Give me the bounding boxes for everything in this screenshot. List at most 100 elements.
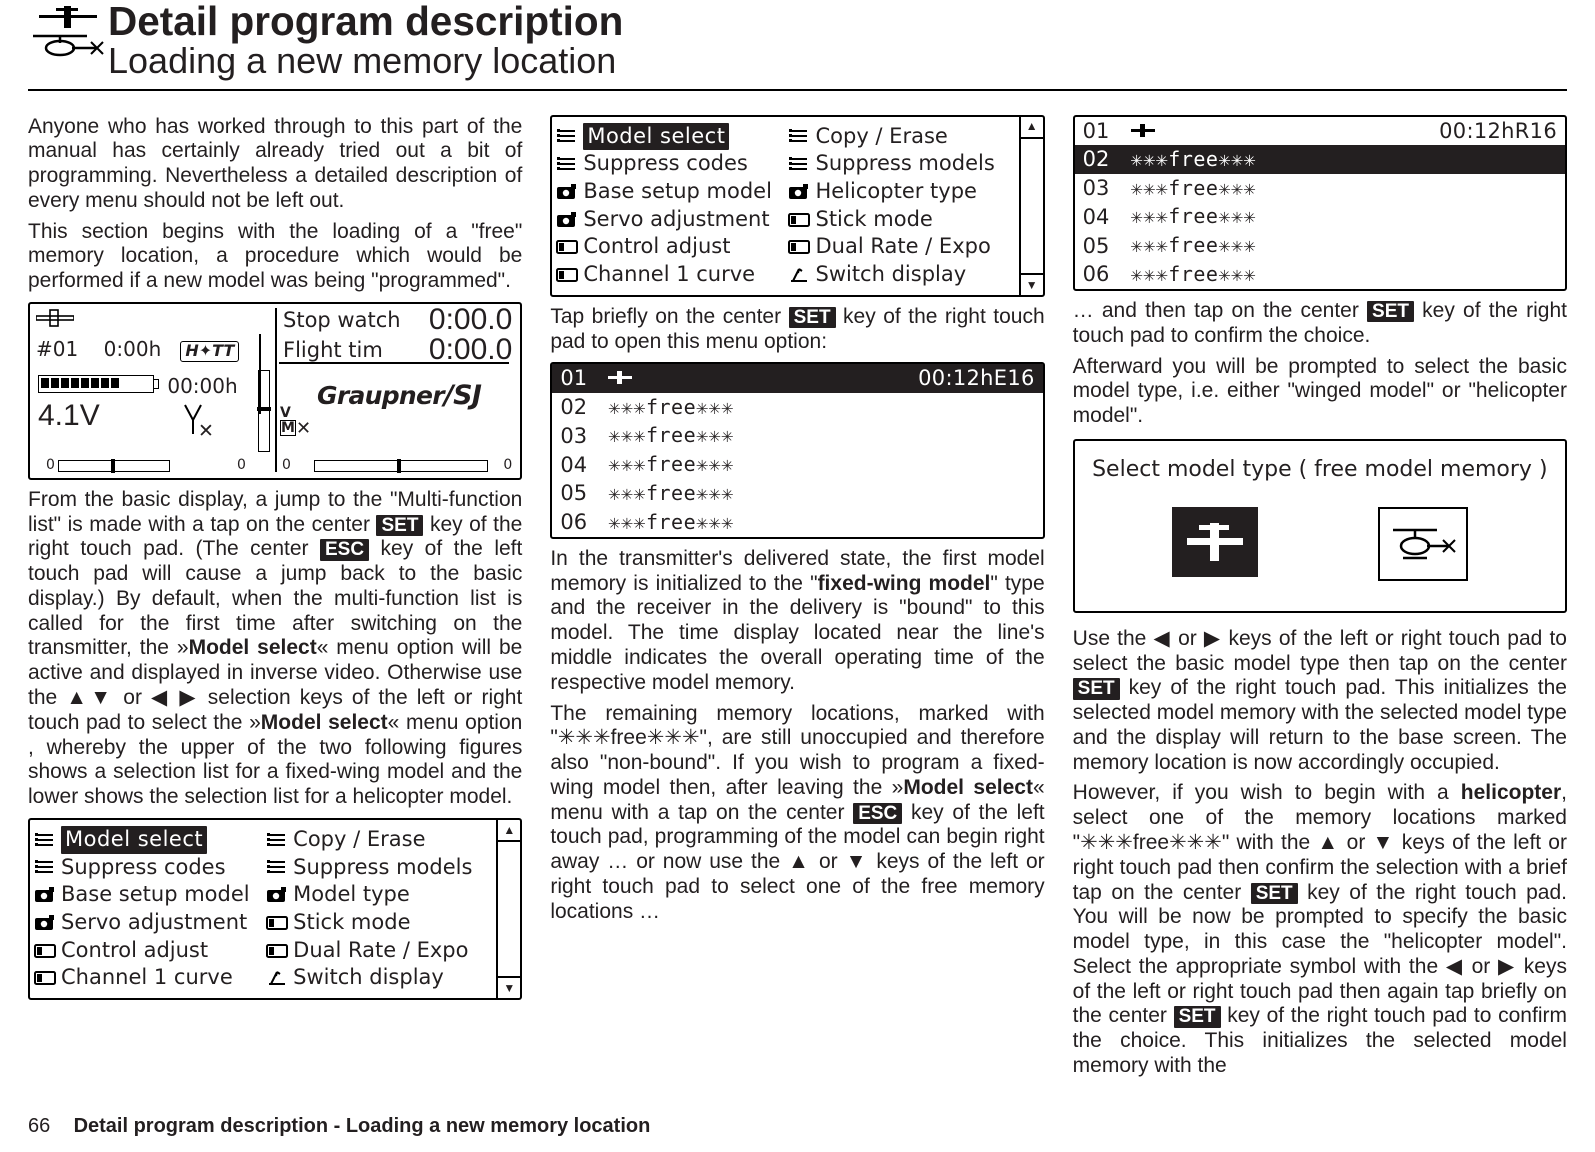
menu-item[interactable]: Model type: [266, 881, 490, 909]
menu-item-label: Base setup model: [583, 178, 772, 206]
scrollbar[interactable]: ▲ ▼: [496, 820, 520, 998]
set-key: SET: [1174, 1006, 1221, 1027]
slot-row[interactable]: 02✳✳✳free✳✳✳: [552, 393, 1042, 422]
slot-row[interactable]: 06 ✳✳✳free✳✳✳: [1075, 260, 1565, 289]
slot-row[interactable]: 05✳✳✳free✳✳✳: [1075, 232, 1565, 261]
heading-row: Detail program description Loading a new…: [28, 0, 1567, 79]
scroll-down-icon[interactable]: ▼: [498, 976, 520, 998]
c3-p1: … and then tap on the center SET key of …: [1073, 299, 1567, 349]
slot-row[interactable]: 04✳✳✳free✳✳✳: [1075, 203, 1565, 232]
slot-num: 06: [560, 510, 590, 535]
menu-item[interactable]: Base setup model: [556, 178, 780, 206]
slot-row[interactable]: 01 00:12hE16: [552, 364, 1042, 393]
slot-row[interactable]: 05✳✳✳free✳✳✳: [552, 479, 1042, 508]
cam-icon: [556, 183, 578, 201]
list-icon: [34, 831, 56, 849]
menu-item[interactable]: Suppress codes: [34, 854, 258, 882]
menu-item[interactable]: Copy / Erase: [266, 826, 490, 854]
menu-item[interactable]: Dual Rate / Expo: [788, 233, 1012, 261]
set-key: SET: [376, 515, 423, 536]
trim-zero: 0: [46, 457, 55, 474]
flighttim-label: Flight tim: [283, 338, 383, 363]
scroll-down-icon[interactable]: ▼: [1021, 273, 1043, 295]
slot-row[interactable]: 06✳✳✳free✳✳✳: [552, 508, 1042, 537]
menu-item[interactable]: Servo adjustment: [556, 206, 780, 234]
page: Detail program description Loading a new…: [0, 0, 1595, 1152]
list-icon: [34, 858, 56, 876]
set-key: SET: [1251, 883, 1298, 904]
cam-icon: [556, 211, 578, 229]
menu-item[interactable]: Control adjust: [34, 937, 258, 965]
menu-item-label: Model select: [583, 123, 729, 151]
menu-item[interactable]: Switch display: [266, 964, 490, 992]
footer: 66 Detail program description - Loading …: [28, 1115, 650, 1138]
menu-item[interactable]: Base setup model: [34, 881, 258, 909]
menu-item[interactable]: Dual Rate / Expo: [266, 937, 490, 965]
menu-item-label: Copy / Erase: [293, 826, 425, 854]
column-1: Anyone who has worked through to this pa…: [28, 115, 522, 1079]
heading-text: Detail program description Loading a new…: [108, 0, 1567, 79]
model-type-heli[interactable]: [1378, 507, 1468, 581]
slot-list-e16: 01 00:12hE16 02✳✳✳free✳✳✳03✳✳✳free✳✳✳04✳…: [550, 362, 1044, 539]
menu-item[interactable]: Model select: [34, 826, 258, 854]
menu-model-select-heli: Model select Copy / Erase Suppress codes Su…: [550, 115, 1044, 297]
trim-zero: 0: [503, 457, 512, 474]
trim-zero: 0: [237, 457, 246, 474]
lcd-icon: [556, 238, 578, 256]
heli-icon: [31, 32, 105, 58]
slot-row[interactable]: 03✳✳✳free✳✳✳: [1075, 174, 1565, 203]
menu-item[interactable]: Stick mode: [266, 909, 490, 937]
slot-label: ✳✳✳free✳✳✳: [608, 424, 733, 448]
slot-label: ✳✳✳free✳✳✳: [608, 482, 733, 506]
menu-item[interactable]: Suppress models: [266, 854, 490, 882]
scroll-up-icon[interactable]: ▲: [498, 820, 520, 842]
trim-zero: 0: [282, 457, 291, 474]
slot-row[interactable]: 01 00:12hR16: [1075, 117, 1565, 146]
trim-bar-v: [258, 370, 270, 452]
menu-item-label: Control adjust: [583, 233, 730, 261]
menu-item-label: Helicopter type: [815, 178, 976, 206]
menu-item[interactable]: Helicopter type: [788, 178, 1012, 206]
menu-item[interactable]: Control adjust: [556, 233, 780, 261]
total-time: 00:00h: [167, 374, 237, 398]
slot-num: 02: [1083, 147, 1113, 172]
menu-item[interactable]: Model select: [556, 123, 780, 151]
menu-item[interactable]: Suppress models: [788, 150, 1012, 178]
sw-icon: [266, 969, 288, 987]
slot-label: ✳✳✳free✳✳✳: [1131, 234, 1256, 258]
voltage: 4.1V: [38, 398, 100, 433]
menu-item-label: Stick mode: [293, 909, 410, 937]
model-type-wing[interactable]: [1172, 507, 1258, 577]
slot-row[interactable]: 03✳✳✳free✳✳✳: [552, 422, 1042, 451]
plane-mini-icon: [608, 366, 632, 391]
menu-item[interactable]: Channel 1 curve: [556, 261, 780, 289]
slot-num: 06: [1083, 262, 1113, 287]
menu-item[interactable]: Servo adjustment: [34, 909, 258, 937]
slot-row[interactable]: 04✳✳✳free✳✳✳: [552, 451, 1042, 480]
menu-item[interactable]: Switch display: [788, 261, 1012, 289]
menu-item-label: Model select: [61, 826, 207, 854]
c2-p1: Tap briefly on the center SET key of the…: [550, 305, 1044, 355]
menu-item[interactable]: Copy / Erase: [788, 123, 1012, 151]
page-subtitle: Loading a new memory location: [108, 43, 1567, 79]
slot-label: ✳✳✳free✳✳✳: [608, 453, 733, 477]
footer-text: Detail program description - Loading a n…: [74, 1115, 651, 1137]
menu-item-label: Suppress codes: [583, 150, 748, 178]
brand-badge: H✦TT: [180, 341, 239, 362]
sep-icon: [275, 308, 277, 472]
c1-p2: This section begins with the loading of …: [28, 220, 522, 294]
list-icon: [266, 858, 288, 876]
cam-icon: [34, 914, 56, 932]
menu-item[interactable]: Suppress codes: [556, 150, 780, 178]
column-2: Model select Copy / Erase Suppress codes Su…: [550, 115, 1044, 1079]
menu-item[interactable]: Channel 1 curve: [34, 964, 258, 992]
set-key: SET: [1073, 678, 1120, 699]
slot-label: ✳✳✳free✳✳✳: [1131, 263, 1256, 287]
battery-icon: [38, 375, 154, 393]
slot-row[interactable]: 02✳✳✳free✳✳✳: [1075, 145, 1565, 174]
menu-item[interactable]: Stick mode: [788, 206, 1012, 234]
menu-item-label: Base setup model: [61, 881, 250, 909]
scrollbar[interactable]: ▲ ▼: [1019, 117, 1043, 295]
scroll-up-icon[interactable]: ▲: [1021, 117, 1043, 139]
vm-icon: V M ✕: [280, 406, 296, 436]
